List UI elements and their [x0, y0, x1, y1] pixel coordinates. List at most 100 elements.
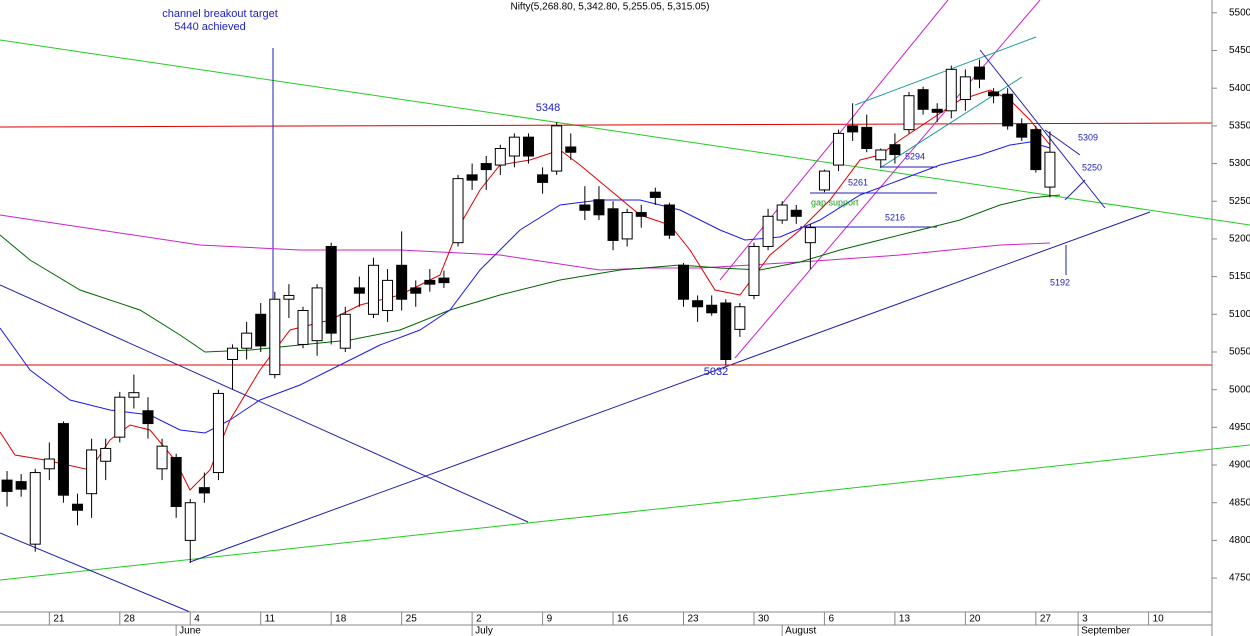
candle-body: [565, 146, 577, 153]
candle-body: [170, 456, 182, 507]
candle-body: [748, 245, 760, 296]
annotation: 5250: [1082, 162, 1102, 172]
candle-body: [353, 287, 365, 294]
candle-body: [438, 277, 450, 284]
candle-body: [184, 502, 196, 541]
candle-body: [1, 479, 13, 492]
candle-body: [382, 279, 394, 312]
x-tick-label: 3: [1082, 614, 1088, 625]
candle-body: [452, 178, 464, 244]
annotation: 5032: [704, 366, 728, 378]
candle-body: [593, 199, 605, 216]
overlays: [0, 0, 1250, 613]
annotation: 5309: [1078, 132, 1098, 142]
candle-body: [973, 66, 985, 80]
y-tick-label: 5200: [1229, 234, 1250, 245]
candle-body: [833, 132, 845, 166]
candle-body: [142, 410, 154, 425]
chart-title: Nifty(5,268.80, 5,342.80, 5,255.05, 5,31…: [510, 2, 709, 13]
x-tick-label: 21: [53, 614, 65, 625]
x-tick-label: 13: [899, 614, 911, 625]
candle-body: [227, 347, 239, 361]
candle-body: [424, 279, 436, 285]
x-tick-label: 25: [406, 614, 418, 625]
candle-body: [325, 245, 337, 334]
y-tick-label: 5150: [1229, 271, 1250, 282]
x-tick-label: 2: [476, 614, 482, 625]
candle-body: [480, 163, 492, 171]
candle-body: [818, 170, 830, 191]
y-tick-label: 5300: [1229, 158, 1250, 169]
x-tick-label: 6: [828, 614, 834, 625]
x-tick-label: 18: [335, 614, 347, 625]
annotation: 5216: [885, 212, 905, 222]
candle-body: [410, 287, 422, 294]
candle-body: [367, 264, 379, 315]
candle-body: [734, 306, 746, 330]
annotation: 5440 achieved: [174, 21, 246, 33]
trendline: [979, 49, 1106, 209]
candle-body: [128, 392, 140, 398]
month-label: June: [179, 626, 201, 636]
candle-body: [988, 91, 1000, 97]
candle-body: [508, 136, 520, 157]
candle-body: [283, 294, 295, 300]
candle-body: [255, 313, 267, 347]
candle-body: [945, 68, 957, 112]
candle-body: [339, 313, 351, 349]
candle-body: [889, 144, 901, 156]
month-label: September: [1081, 626, 1131, 636]
candle-body: [57, 423, 69, 496]
x-tick-label: 16: [617, 614, 629, 625]
y-tick-label: 5250: [1229, 196, 1250, 207]
trendline: [0, 284, 529, 523]
trendline: [0, 444, 1250, 581]
x-tick-label: 28: [124, 614, 136, 625]
candle-body: [494, 147, 506, 166]
candle-body: [1044, 151, 1056, 188]
candle-body: [1030, 129, 1042, 171]
candle-body: [15, 481, 27, 490]
trendline: [0, 532, 191, 613]
y-tick-label: 5500: [1229, 7, 1250, 18]
candle-body: [847, 125, 859, 133]
candle-body: [1002, 93, 1014, 127]
candle-body: [635, 212, 647, 217]
x-tick-label: 9: [547, 614, 553, 625]
candle-body: [297, 310, 309, 345]
candle-body: [663, 204, 675, 236]
y-tick-label: 4900: [1229, 460, 1250, 471]
candle-body: [649, 191, 661, 198]
candle-body: [156, 445, 168, 470]
moving-average: [0, 214, 1051, 271]
candle-body: [903, 95, 915, 131]
x-tick-label: 20: [969, 614, 981, 625]
y-tick-label: 4750: [1229, 573, 1250, 584]
candle-body: [579, 204, 591, 211]
trendline: [189, 211, 1151, 563]
candle-body: [804, 227, 816, 244]
y-tick-label: 4850: [1229, 497, 1250, 508]
candle-body: [198, 487, 210, 494]
candle-body: [114, 396, 126, 438]
candle-body: [678, 264, 690, 300]
candle-body: [720, 302, 732, 361]
candle-body: [396, 264, 408, 300]
candle-body: [72, 503, 84, 511]
annotation: 5192: [1050, 277, 1070, 287]
y-tick-label: 5100: [1229, 309, 1250, 320]
y-tick-label: 5000: [1229, 384, 1250, 395]
candle-body: [86, 449, 98, 495]
channel-line: [854, 36, 1037, 106]
candle-body: [917, 89, 929, 110]
y-tick-label: 5350: [1229, 121, 1250, 132]
candle-body: [959, 76, 971, 100]
annotation: 5261: [848, 177, 868, 187]
x-tick-label: 10: [1153, 614, 1165, 625]
candle-body: [762, 215, 774, 247]
candle-body: [29, 472, 41, 545]
month-label: July: [475, 626, 493, 636]
channel-line: [734, 0, 1041, 359]
